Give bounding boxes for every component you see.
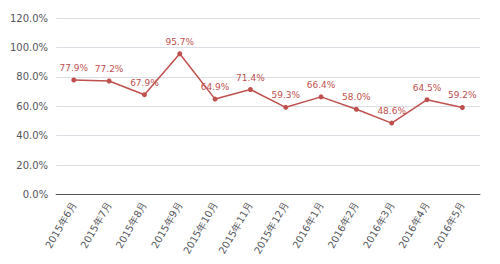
svg-text:59.2%: 59.2% <box>448 90 477 100</box>
svg-text:59.3%: 59.3% <box>271 90 300 100</box>
svg-text:2016年4月: 2016年4月 <box>396 200 431 250</box>
svg-text:58.0%: 58.0% <box>342 92 371 102</box>
svg-text:2016年5月: 2016年5月 <box>432 200 467 250</box>
svg-text:2015年9月: 2015年9月 <box>149 200 184 250</box>
svg-text:64.5%: 64.5% <box>413 83 442 93</box>
svg-text:66.4%: 66.4% <box>307 80 336 90</box>
svg-text:67.9%: 67.9% <box>130 78 159 88</box>
svg-text:2015年12月: 2015年12月 <box>252 200 291 256</box>
svg-text:2016年1月: 2016年1月 <box>290 200 325 250</box>
svg-text:2015年6月: 2015年6月 <box>43 200 78 250</box>
svg-text:80.0%: 80.0% <box>16 71 48 82</box>
svg-text:0.0%: 0.0% <box>23 189 48 200</box>
svg-text:60.0%: 60.0% <box>16 101 48 112</box>
svg-text:2015年10月: 2015年10月 <box>181 200 220 256</box>
svg-text:20.0%: 20.0% <box>16 160 48 171</box>
svg-text:120.0%: 120.0% <box>10 13 48 24</box>
svg-text:77.2%: 77.2% <box>95 64 124 74</box>
svg-text:2015年7月: 2015年7月 <box>78 200 113 250</box>
svg-text:2016年3月: 2016年3月 <box>361 200 396 250</box>
svg-text:48.6%: 48.6% <box>377 106 406 116</box>
svg-text:71.4%: 71.4% <box>236 73 265 83</box>
svg-text:77.9%: 77.9% <box>59 63 88 73</box>
svg-text:40.0%: 40.0% <box>16 130 48 141</box>
svg-text:2015年11月: 2015年11月 <box>217 200 256 256</box>
svg-text:64.9%: 64.9% <box>201 82 230 92</box>
svg-text:95.7%: 95.7% <box>165 37 194 47</box>
svg-text:100.0%: 100.0% <box>10 42 48 53</box>
svg-text:2015年8月: 2015年8月 <box>114 200 149 250</box>
svg-text:2016年2月: 2016年2月 <box>326 200 361 250</box>
